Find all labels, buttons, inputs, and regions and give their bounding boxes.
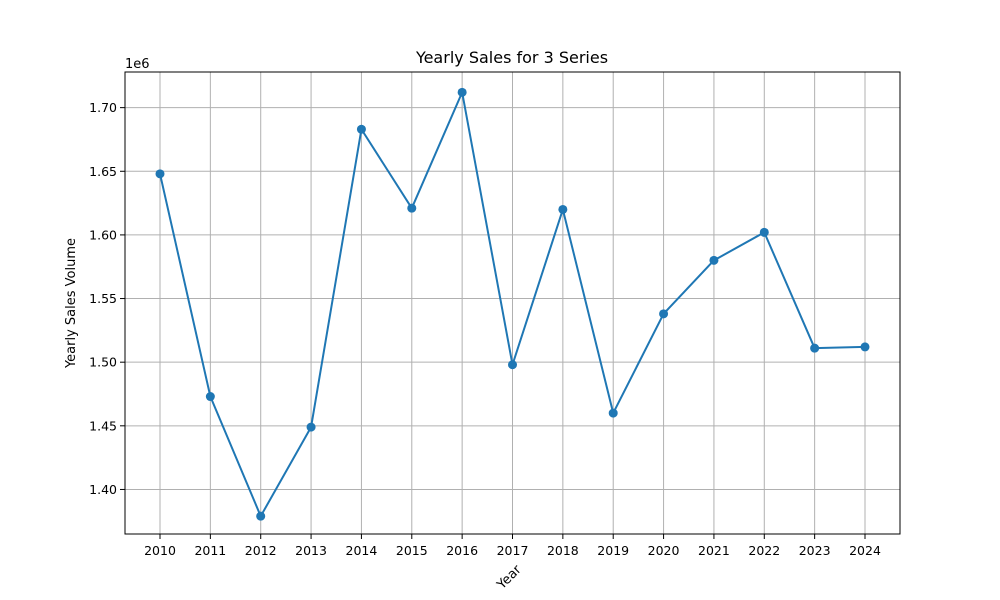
x-tick-label: 2019 bbox=[597, 543, 629, 558]
y-axis-label: Yearly Sales Volume bbox=[64, 238, 79, 369]
data-point bbox=[356, 124, 366, 134]
series-layer bbox=[155, 87, 870, 521]
data-point bbox=[860, 342, 870, 352]
x-tick-label: 2012 bbox=[245, 543, 277, 558]
x-tick-label: 2023 bbox=[799, 543, 831, 558]
x-tick-label: 2011 bbox=[194, 543, 226, 558]
y-tick-label: 1.45 bbox=[89, 418, 117, 433]
x-tick-label: 2010 bbox=[144, 543, 176, 558]
y-tick-label: 1.70 bbox=[89, 100, 117, 115]
data-point bbox=[256, 511, 266, 521]
data-point bbox=[407, 203, 417, 213]
data-point bbox=[659, 309, 669, 319]
y-tick-label: 1.50 bbox=[89, 355, 117, 370]
x-axis: 2010 2011 2012 2013 2014 2015 2016 2017 2018 2019… bbox=[144, 534, 881, 558]
x-tick-label: 2015 bbox=[396, 543, 428, 558]
data-point bbox=[508, 360, 517, 370]
chart-title: Yearly Sales for 3 Series bbox=[415, 48, 608, 67]
data-point bbox=[810, 343, 820, 353]
x-tick-label: 2014 bbox=[346, 543, 378, 558]
y-tick-label: 1.55 bbox=[89, 291, 117, 306]
grid-layer bbox=[125, 72, 900, 534]
data-point bbox=[155, 169, 165, 179]
data-point bbox=[205, 392, 215, 402]
y-axis: 1.40 1.45 1.50 1.55 1.60 1.65 1.70 bbox=[89, 100, 125, 497]
x-tick-label: 2013 bbox=[295, 543, 327, 558]
data-point bbox=[457, 87, 467, 97]
data-point bbox=[306, 422, 316, 432]
y-tick-label: 1.60 bbox=[89, 227, 117, 242]
data-point bbox=[709, 255, 719, 265]
y-tick-label: 1.65 bbox=[89, 164, 117, 179]
x-tick-label: 2024 bbox=[849, 543, 881, 558]
y-multiplier-label: 1e6 bbox=[125, 57, 150, 72]
x-tick-label: 2017 bbox=[497, 543, 529, 558]
data-point bbox=[558, 204, 568, 214]
x-tick-label: 2016 bbox=[446, 543, 478, 558]
y-tick-label: 1.40 bbox=[89, 482, 117, 497]
x-tick-label: 2021 bbox=[698, 543, 730, 558]
data-point bbox=[759, 227, 769, 237]
x-tick-label: 2018 bbox=[547, 543, 579, 558]
x-tick-label: 2022 bbox=[748, 543, 780, 558]
data-point bbox=[608, 408, 618, 418]
x-tick-label: 2020 bbox=[648, 543, 680, 558]
